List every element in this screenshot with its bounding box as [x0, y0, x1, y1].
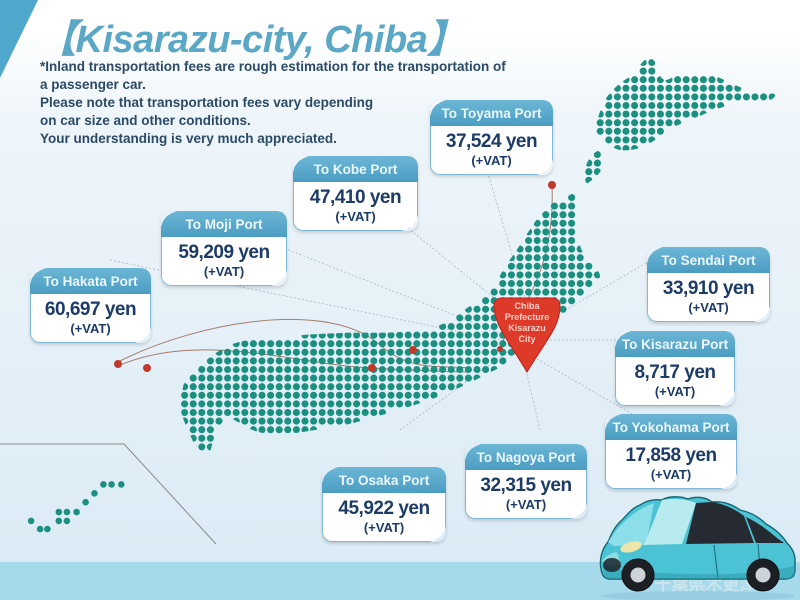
- svg-text:Chiba: Chiba: [514, 301, 540, 311]
- svg-text:Kisarazu: Kisarazu: [508, 323, 546, 333]
- svg-text:Prefecture: Prefecture: [505, 312, 550, 322]
- svg-text:City: City: [518, 334, 535, 344]
- svg-text:千葉県木更津市: 千葉県木更津市: [655, 574, 774, 594]
